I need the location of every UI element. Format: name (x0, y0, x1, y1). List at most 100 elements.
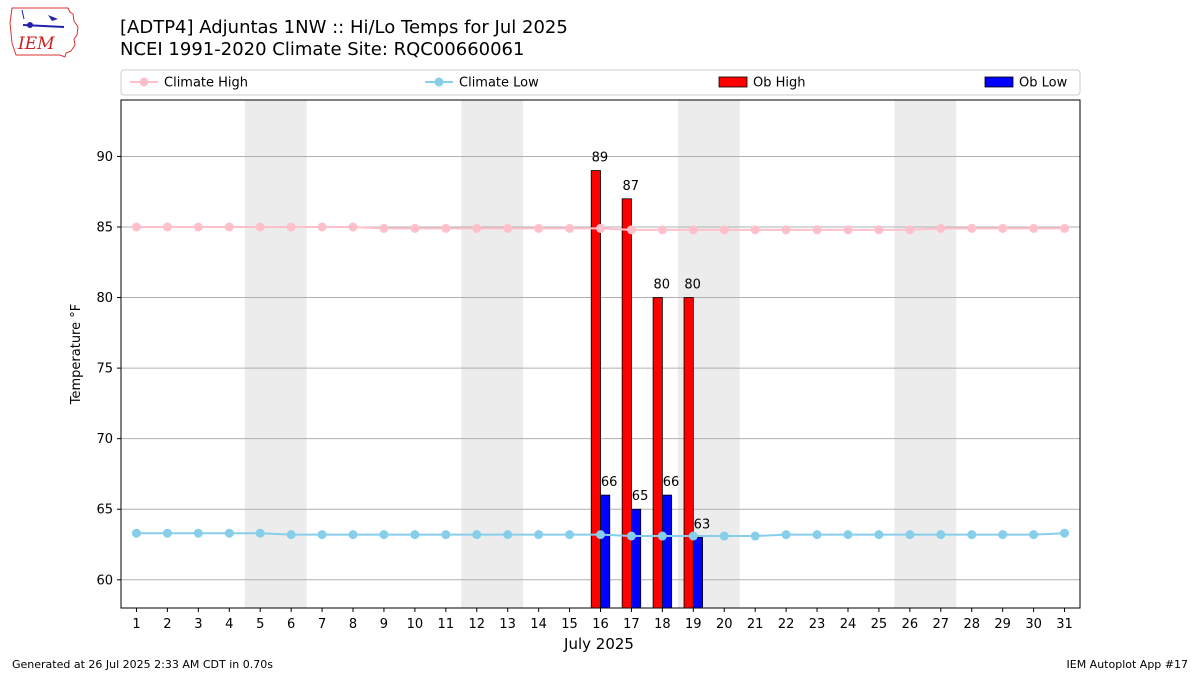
climate-low-point (534, 530, 544, 540)
ob-high-bar (683, 297, 694, 609)
climate-high-point (162, 222, 172, 232)
climate-high-line (136, 226, 1065, 231)
climate-high-point (1029, 223, 1039, 233)
climate-high-point (905, 225, 915, 235)
climate-high-point (193, 222, 203, 232)
x-tick-label: 25 (871, 617, 888, 632)
x-tick-label: 22 (778, 617, 795, 632)
x-tick-label: 24 (840, 617, 857, 632)
y-tick-label: 60 (96, 573, 113, 588)
climate-high-point (781, 225, 791, 235)
weekend-shade (894, 100, 957, 608)
climate-high-point (596, 223, 605, 233)
climate-low-point (503, 530, 513, 540)
climate-high-point (131, 222, 141, 232)
x-axis-label: July 2025 (563, 635, 634, 653)
climate-low-point (162, 528, 172, 538)
climate-low-point (224, 528, 234, 538)
ob-low-bar (631, 508, 642, 609)
x-tick-label: 19 (685, 617, 702, 632)
climate-low-point (812, 530, 822, 540)
climate-high-point (812, 225, 822, 235)
climate-low-point (286, 530, 296, 540)
climate-low-point (410, 530, 420, 540)
climate-low-point (657, 531, 667, 541)
y-tick-label: 70 (96, 432, 113, 447)
y-tick-label: 90 (96, 150, 113, 165)
climate-low-point (719, 531, 729, 541)
x-tick-label: 3 (194, 617, 202, 632)
x-tick-label: 12 (468, 617, 485, 632)
plot-frame (120, 99, 1081, 609)
ob-low-bar (600, 494, 611, 609)
climate-low-point (317, 530, 327, 540)
ob-high-bar (590, 170, 601, 609)
ob-low-label: 63 (694, 517, 711, 532)
y-tick-label: 75 (96, 362, 113, 377)
climate-low-point (998, 530, 1008, 540)
climate-high-point (1060, 223, 1070, 233)
climate-low-point (688, 531, 698, 541)
legend-ob-low-swatch (984, 76, 1014, 88)
x-tick-label: 27 (933, 617, 950, 632)
x-tick-label: 5 (256, 617, 264, 632)
x-tick-label: 15 (561, 617, 578, 632)
climate-high-point (565, 223, 575, 233)
chart-subtitle: NCEI 1991-2020 Climate Site: RQC00660061 (120, 39, 525, 60)
climate-high-point (874, 225, 884, 235)
x-tick-label: 29 (994, 617, 1011, 632)
climate-high-point (317, 222, 327, 232)
legend-climate-high-label: Climate High (164, 76, 248, 91)
weekend-shade (677, 100, 740, 608)
climate-high-point (441, 223, 451, 233)
x-tick-label: 23 (809, 617, 826, 632)
climate-low-point (967, 530, 977, 540)
y-tick-label: 65 (96, 503, 113, 518)
climate-low-point (472, 530, 482, 540)
weekend-shade (461, 100, 524, 608)
x-tick-label: 4 (225, 617, 233, 632)
legend-climate-low-label: Climate Low (459, 76, 539, 91)
x-tick-label: 21 (747, 617, 764, 632)
climate-high-point (348, 222, 358, 232)
legend-ob-low-label: Ob Low (1019, 76, 1068, 91)
climate-high-point (688, 225, 698, 235)
legend-climate-high-marker (139, 77, 149, 87)
ob-low-bar (692, 537, 703, 609)
climate-high-point (657, 225, 667, 235)
climate-high-point (503, 223, 513, 233)
ob-low-label: 66 (663, 475, 680, 490)
climate-high-point (967, 223, 977, 233)
ob-low-label: 65 (632, 489, 649, 504)
legend-ob-high-swatch (718, 76, 748, 88)
climate-low-point (1060, 528, 1070, 538)
generated-note: Generated at 26 Jul 2025 2:33 AM CDT in … (12, 658, 273, 671)
x-tick-label: 10 (407, 617, 424, 632)
climate-low-point (905, 530, 915, 540)
climate-low-point (1029, 530, 1039, 540)
climate-high-point (379, 223, 389, 233)
climate-low-point (565, 530, 575, 540)
x-tick-label: 17 (623, 617, 640, 632)
weekend-shade (244, 100, 307, 608)
climate-low-point (348, 530, 358, 540)
x-tick-label: 2 (163, 617, 171, 632)
climate-low-point (781, 530, 791, 540)
legend-ob-high-label: Ob High (753, 76, 806, 91)
iem-logo: IEM (9, 7, 79, 58)
x-tick-label: 18 (654, 617, 671, 632)
x-tick-label: 31 (1056, 617, 1073, 632)
y-tick-label: 85 (96, 221, 113, 236)
ob-high-label: 87 (623, 179, 640, 194)
climate-high-point (286, 222, 296, 232)
x-tick-label: 16 (592, 617, 609, 632)
svg-text:IEM: IEM (17, 34, 55, 54)
climate-low-point (936, 530, 946, 540)
x-tick-label: 13 (499, 617, 516, 632)
climate-high-point (626, 225, 636, 235)
ob-high-label: 89 (592, 151, 609, 166)
x-tick-label: 9 (380, 617, 388, 632)
climate-high-point (255, 222, 265, 232)
climate-low-point (596, 530, 605, 540)
ob-high-bar (621, 198, 632, 609)
